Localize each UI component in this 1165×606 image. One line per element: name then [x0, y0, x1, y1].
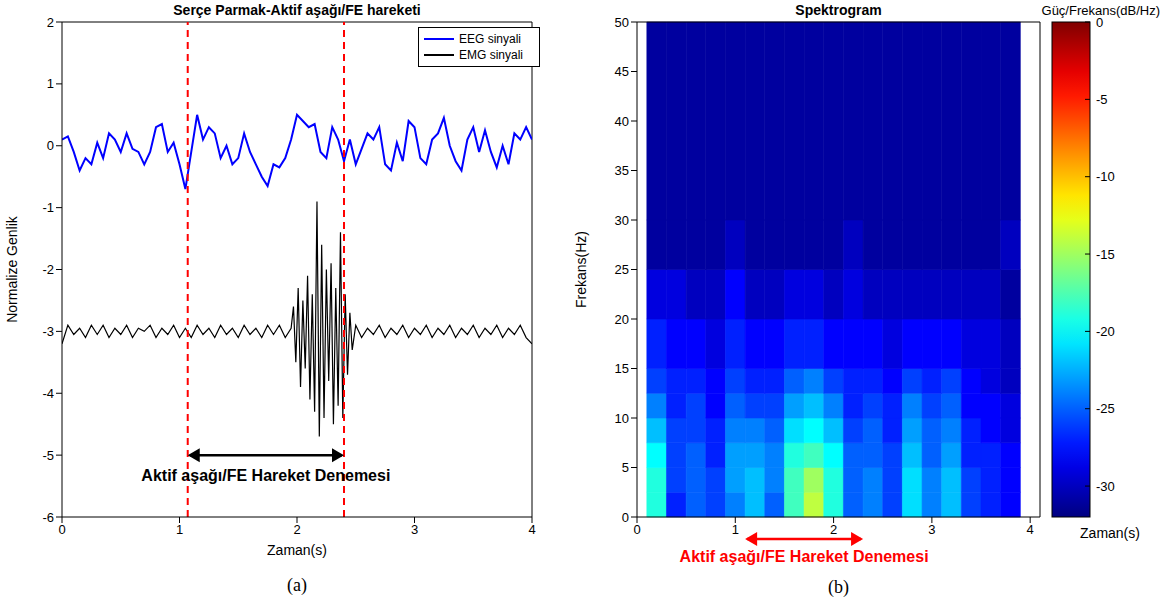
html-text:EMG sinyali: EMG sinyali: [459, 48, 523, 62]
svg-text:30: 30: [615, 213, 629, 228]
svg-text:Zaman(s): Zaman(s): [1080, 525, 1140, 541]
svg-text:Aktif aşağı/FE Hareket Denemes: Aktif aşağı/FE Hareket Denemesi: [680, 548, 929, 565]
svg-text:2: 2: [830, 522, 837, 537]
svg-text:-4: -4: [42, 386, 54, 401]
svg-text:1: 1: [47, 76, 54, 91]
svg-text:-1: -1: [42, 200, 54, 215]
svg-text:25: 25: [615, 262, 629, 277]
svg-text:-20: -20: [1096, 324, 1115, 339]
svg-text:10: 10: [615, 411, 629, 426]
svg-text:5: 5: [622, 460, 629, 475]
svg-text:Frekans(Hz): Frekans(Hz): [573, 231, 589, 308]
svg-text:-5: -5: [1096, 92, 1108, 107]
html-text:Spektrogram: Spektrogram: [795, 2, 882, 18]
svg-text:0: 0: [1096, 14, 1104, 30]
svg-text:2: 2: [293, 522, 300, 537]
html-text:(a): (a): [287, 575, 307, 595]
html-text:Güç/Frekans(dB/Hz): Güç/Frekans(dB/Hz): [1041, 3, 1160, 18]
svg-text:3: 3: [928, 522, 935, 537]
svg-text:-6: -6: [42, 510, 54, 525]
svg-text:20: 20: [615, 312, 629, 327]
svg-text:4: 4: [528, 522, 535, 537]
svg-text:-3: -3: [42, 324, 54, 339]
svg-text:35: 35: [615, 163, 629, 178]
svg-text:-30: -30: [1096, 479, 1115, 494]
svg-text:0: 0: [47, 138, 54, 153]
svg-text:Zaman(s): Zaman(s): [267, 542, 327, 558]
svg-text:-25: -25: [1096, 401, 1115, 416]
svg-text:Normalize Genlik: Normalize Genlik: [4, 215, 20, 323]
html-text:Serçe Parmak-Aktif aşağı/FE ha: Serçe Parmak-Aktif aşağı/FE hareketi: [173, 2, 421, 18]
svg-text:3: 3: [411, 522, 418, 537]
svg-text:-5: -5: [42, 448, 54, 463]
svg-text:Aktif aşağı/FE Hareket Denemes: Aktif aşağı/FE Hareket Denemesi: [141, 467, 390, 484]
svg-text:-15: -15: [1096, 247, 1115, 262]
svg-text:50: 50: [615, 15, 629, 30]
svg-text:15: 15: [615, 361, 629, 376]
svg-text:4: 4: [1027, 522, 1034, 537]
svg-text:-2: -2: [42, 262, 54, 277]
svg-text:0: 0: [633, 522, 640, 537]
html-text:EEG sinyali: EEG sinyali: [459, 32, 521, 46]
html-text:(b): (b): [828, 577, 849, 597]
svg-text:2: 2: [47, 15, 54, 30]
svg-text:0: 0: [622, 510, 629, 525]
svg-text:-10: -10: [1096, 169, 1115, 184]
svg-text:0: 0: [58, 522, 65, 537]
svg-text:1: 1: [176, 522, 183, 537]
svg-text:40: 40: [615, 114, 629, 129]
svg-text:45: 45: [615, 64, 629, 79]
svg-text:1: 1: [732, 522, 739, 537]
